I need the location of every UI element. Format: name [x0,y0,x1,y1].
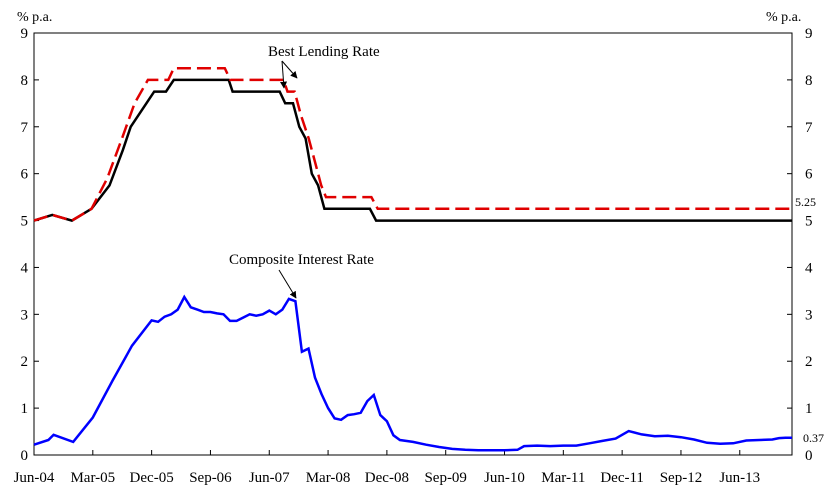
end-label-composite: 0.37 [803,431,824,445]
y-tick-label-left-8: 8 [21,73,29,89]
x-tick-label-7: Sep-09 [424,470,467,486]
y-axis-left: 0 1 2 3 4 5 6 7 8 9 [21,26,39,464]
y-tick-label-left-2: 2 [21,354,29,370]
end-label-blr: 5.25 [795,195,816,209]
y-tick-label-right-9: 9 [805,26,813,42]
x-tick-label-3: Sep-06 [189,470,232,486]
x-tick-label-12: Jun-13 [719,470,760,486]
annotation-arrow-blr-black [280,60,288,89]
y-tick-label-right-4: 4 [805,260,813,276]
x-tick-label-6: Dec-08 [365,470,409,486]
series-line-composite-interest-rate-2 [33,294,792,452]
y-tick-label-right-7: 7 [805,120,813,136]
y-tick-label-right-3: 3 [805,307,813,323]
annotation-arrow-composite [278,269,297,299]
y-tick-label-right-6: 6 [805,167,813,183]
y-tick-label-left-4: 4 [21,260,29,276]
y-tick-label-right-2: 2 [805,354,813,370]
annotation-composite-interest-rate: Composite Interest Rate [229,252,374,268]
y-tick-label-left-1: 1 [21,401,29,417]
series-line-best-lending-rate-0 [33,78,792,222]
x-tick-label-1: Mar-05 [70,470,115,486]
y-tick-label-right-5: 5 [805,214,813,230]
y-tick-label-left-3: 3 [21,307,29,323]
plot-area [33,32,793,456]
y-tick-label-left-6: 6 [21,167,29,183]
y-tick-label-right-8: 8 [805,73,813,89]
left-unit-label: % p.a. [17,10,52,25]
y-tick-label-right-0: 0 [805,448,813,464]
x-tick-label-8: Jun-10 [484,470,525,486]
annotation-best-lending-rate: Best Lending Rate [268,44,380,60]
y-tick-label-left-7: 7 [21,120,29,136]
x-tick-label-5: Mar-08 [306,470,351,486]
right-unit-label: % p.a. [766,10,801,25]
x-tick-label-4: Jun-07 [249,470,290,486]
x-tick-label-10: Dec-11 [600,470,644,486]
series-line-best-lending-rate-dashed-1 [33,66,792,222]
y-tick-label-left-9: 9 [21,26,29,42]
x-tick-label-2: Dec-05 [130,470,174,486]
annotation-arrow-blr-red [281,60,298,79]
x-tick-label-0: Jun-04 [14,470,55,486]
y-tick-label-left-5: 5 [21,214,29,230]
series-group [33,66,792,452]
y-tick-label-left-0: 0 [21,448,29,464]
y-tick-label-right-1: 1 [805,401,813,417]
x-tick-label-9: Mar-11 [541,470,585,486]
y-axis-right: 0 1 2 3 4 5 6 7 8 9 [787,26,813,464]
x-tick-label-11: Sep-12 [660,470,703,486]
x-axis: Jun-04 Mar-05 Dec-05 Sep-06 Jun-07 Mar-08 Dec-… [14,450,760,486]
